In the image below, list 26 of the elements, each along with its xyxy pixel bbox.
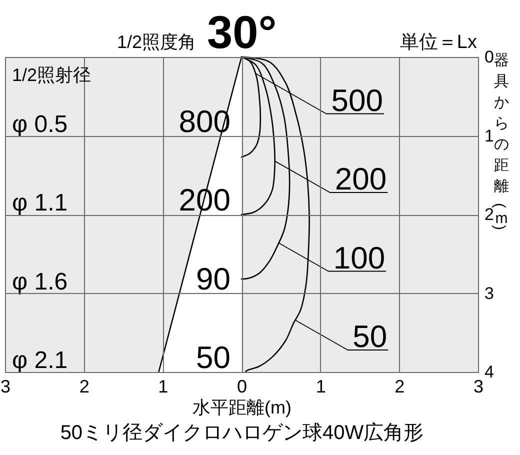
- annotation: 100: [333, 240, 386, 276]
- annotation: 50: [196, 340, 230, 375]
- annotation: 200: [334, 162, 387, 196]
- chart-title: 30°: [207, 6, 277, 58]
- text: 50ミリ径ダイクロハロゲン球40W広角形: [59, 422, 425, 444]
- annotation: φ 2.1: [12, 347, 68, 374]
- y-tick-label: 1: [484, 126, 494, 146]
- annotation: φ 1.1: [12, 190, 68, 216]
- x-tick-label: 1: [158, 376, 168, 396]
- annotation: 90: [196, 261, 230, 296]
- x-axis-title: 水平距離(m): [192, 398, 292, 418]
- x-tick-label: 3: [0, 376, 11, 396]
- annotation: 500: [331, 82, 383, 118]
- x-tick-label: 1: [316, 376, 326, 396]
- annotation: 50: [352, 319, 388, 354]
- annotation: φ 0.5: [12, 110, 68, 138]
- annotation: φ 1.6: [12, 268, 68, 296]
- y-tick-label: 3: [484, 284, 494, 303]
- text: 単位＝Lx: [400, 32, 477, 53]
- x-tick-label: 2: [79, 376, 90, 396]
- y-tick-label: 4: [484, 362, 494, 382]
- x-tick-label: 0: [236, 376, 248, 396]
- annotation: 1/2照射径: [12, 65, 92, 85]
- y-tick-label: 0: [484, 48, 494, 66]
- chart-subtitle: 1/2照度角: [117, 32, 196, 52]
- x-tick-label: 2: [394, 376, 405, 396]
